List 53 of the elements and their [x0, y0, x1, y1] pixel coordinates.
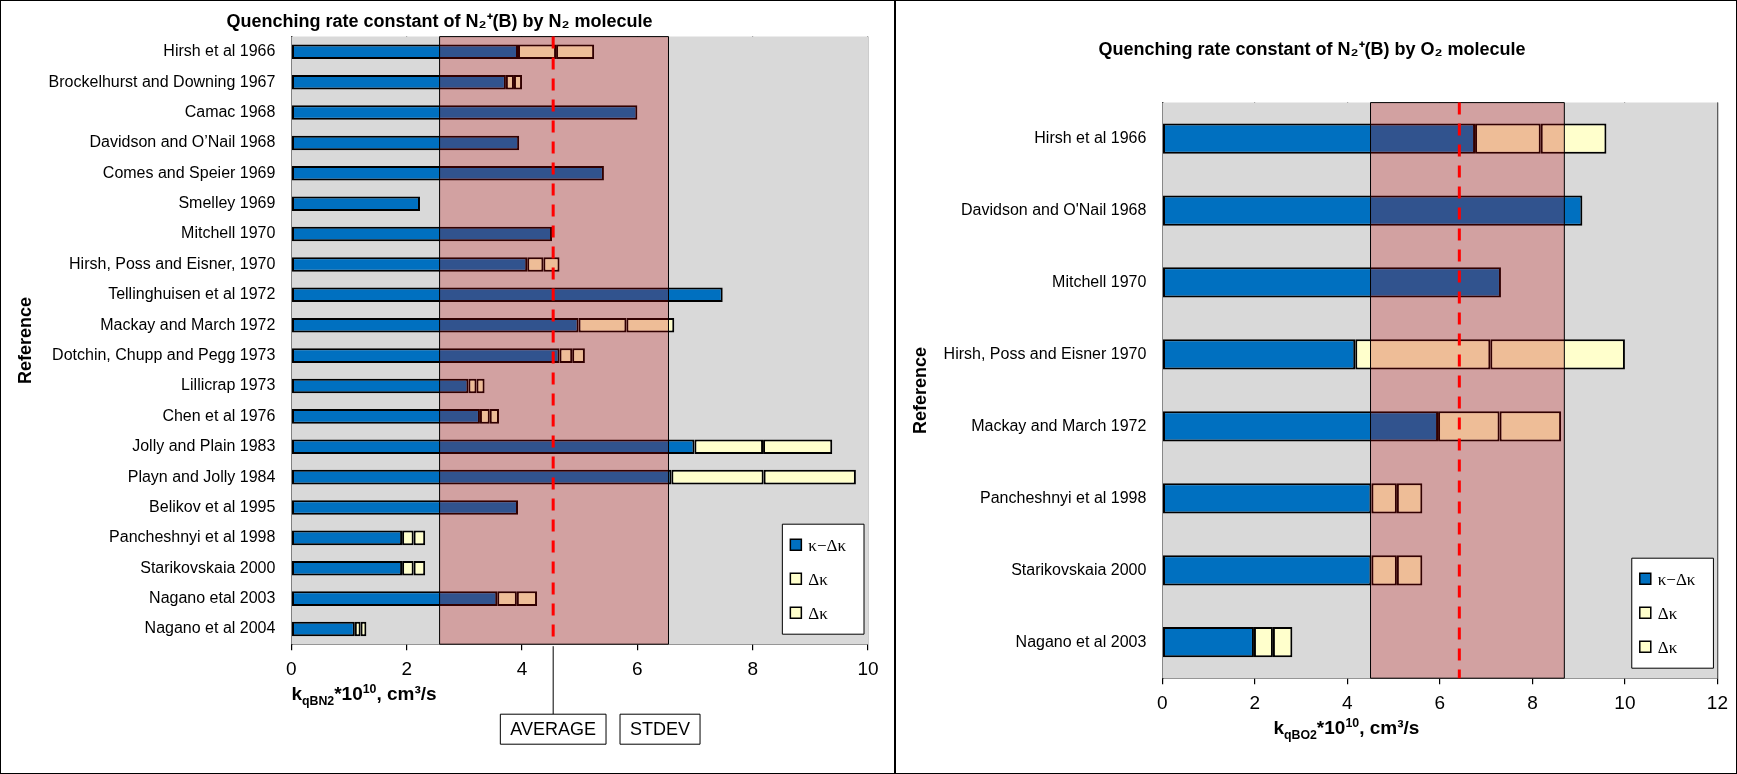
y-tick-label: Starikovskaia 2000 [140, 558, 276, 576]
annotation: AVERAGE [510, 719, 597, 740]
y-tick-label: Belikov et al 1995 [149, 497, 276, 515]
y-tick-label: Davidson and O’Nail 1968 [89, 133, 276, 151]
x-tick-label: 8 [747, 657, 758, 679]
y-tick-label: Davidson and O'Nail 1968 [960, 200, 1147, 218]
y-tick-label: Playn and Jolly 1984 [127, 467, 276, 485]
x-tick-label: 10 [857, 657, 879, 679]
y-tick-label: Dotchin, Chupp and Pegg 1973 [52, 346, 276, 363]
y-tick-label: Nagano etal 2003 [149, 589, 276, 607]
x-tick-label: 4 [1342, 691, 1354, 713]
y-tick-label: Camac 1968 [184, 102, 276, 120]
legend-label: Δκ [808, 569, 829, 589]
y-tick-label: Pancheshnyi et al 1998 [109, 528, 276, 546]
y-tick-label: Smelley 1969 [178, 194, 276, 212]
x-tick-label: 8 [1527, 691, 1538, 713]
y-tick-label: Mackay and March 1972 [100, 315, 276, 333]
y-tick-label: Tellinghuisen et al 1972 [108, 285, 276, 303]
y-tick-label: Mackay and March 1972 [971, 416, 1147, 434]
y-tick-label: Pancheshnyi et al 1998 [980, 488, 1147, 506]
y-tick-label: Hirsh et al 1966 [163, 42, 276, 60]
x-tick-label: 4 [516, 657, 528, 679]
text: STDEV [630, 719, 691, 740]
x-tick-label: 12 [1706, 691, 1728, 713]
x-tick-label: 0 [286, 657, 297, 679]
y-tick-label: Mitchell 1970 [1052, 272, 1147, 290]
y-tick-label: Mitchell 1970 [181, 224, 276, 242]
legend-label: κ−Δκ [808, 535, 847, 555]
x-tick-label: 10 [1614, 691, 1636, 713]
y-tick-label: Hirsh, Poss and Eisner 1970 [943, 344, 1147, 362]
chart-title: Quenching rate constant of N₂⁺(B) by O₂ molecule [1098, 38, 1526, 59]
y-axis-title: Reference [909, 346, 930, 434]
x-tick-label: 2 [401, 657, 413, 679]
y-tick-label: Nagano et al 2003 [1015, 632, 1147, 650]
y-tick-label: Jolly and Plain 1983 [132, 437, 276, 455]
y-tick-label: Comes and Speier 1969 [102, 163, 276, 181]
x-tick-label: 0 [1157, 691, 1168, 713]
legend-label: κ−Δκ [1657, 569, 1696, 589]
y-tick-label: Hirsh et al 1966 [1034, 128, 1147, 146]
chart-title: Quenching rate constant of N₂⁺(B) by N₂ molecule [226, 10, 653, 31]
y-tick-label: Nagano et al 2004 [144, 619, 276, 637]
y-tick-label: Starikovskaia 2000 [1011, 560, 1147, 578]
y-tick-label: Brockelhurst and Downing 1967 [48, 72, 276, 90]
x-tick-label: 6 [1434, 691, 1446, 713]
y-axis-title: Reference [14, 296, 35, 384]
x-tick-label: 6 [632, 657, 643, 679]
y-tick-label: Hirsh, Poss and Eisner, 1970 [69, 254, 276, 272]
legend-label: Δκ [808, 603, 829, 623]
y-tick-label: Chen et al 1976 [162, 406, 276, 424]
x-tick-label: 2 [1249, 691, 1261, 713]
y-tick-label: Lillicrap 1973 [181, 376, 276, 394]
legend-label: Δκ [1657, 603, 1678, 623]
legend-label: Δκ [1657, 637, 1678, 657]
